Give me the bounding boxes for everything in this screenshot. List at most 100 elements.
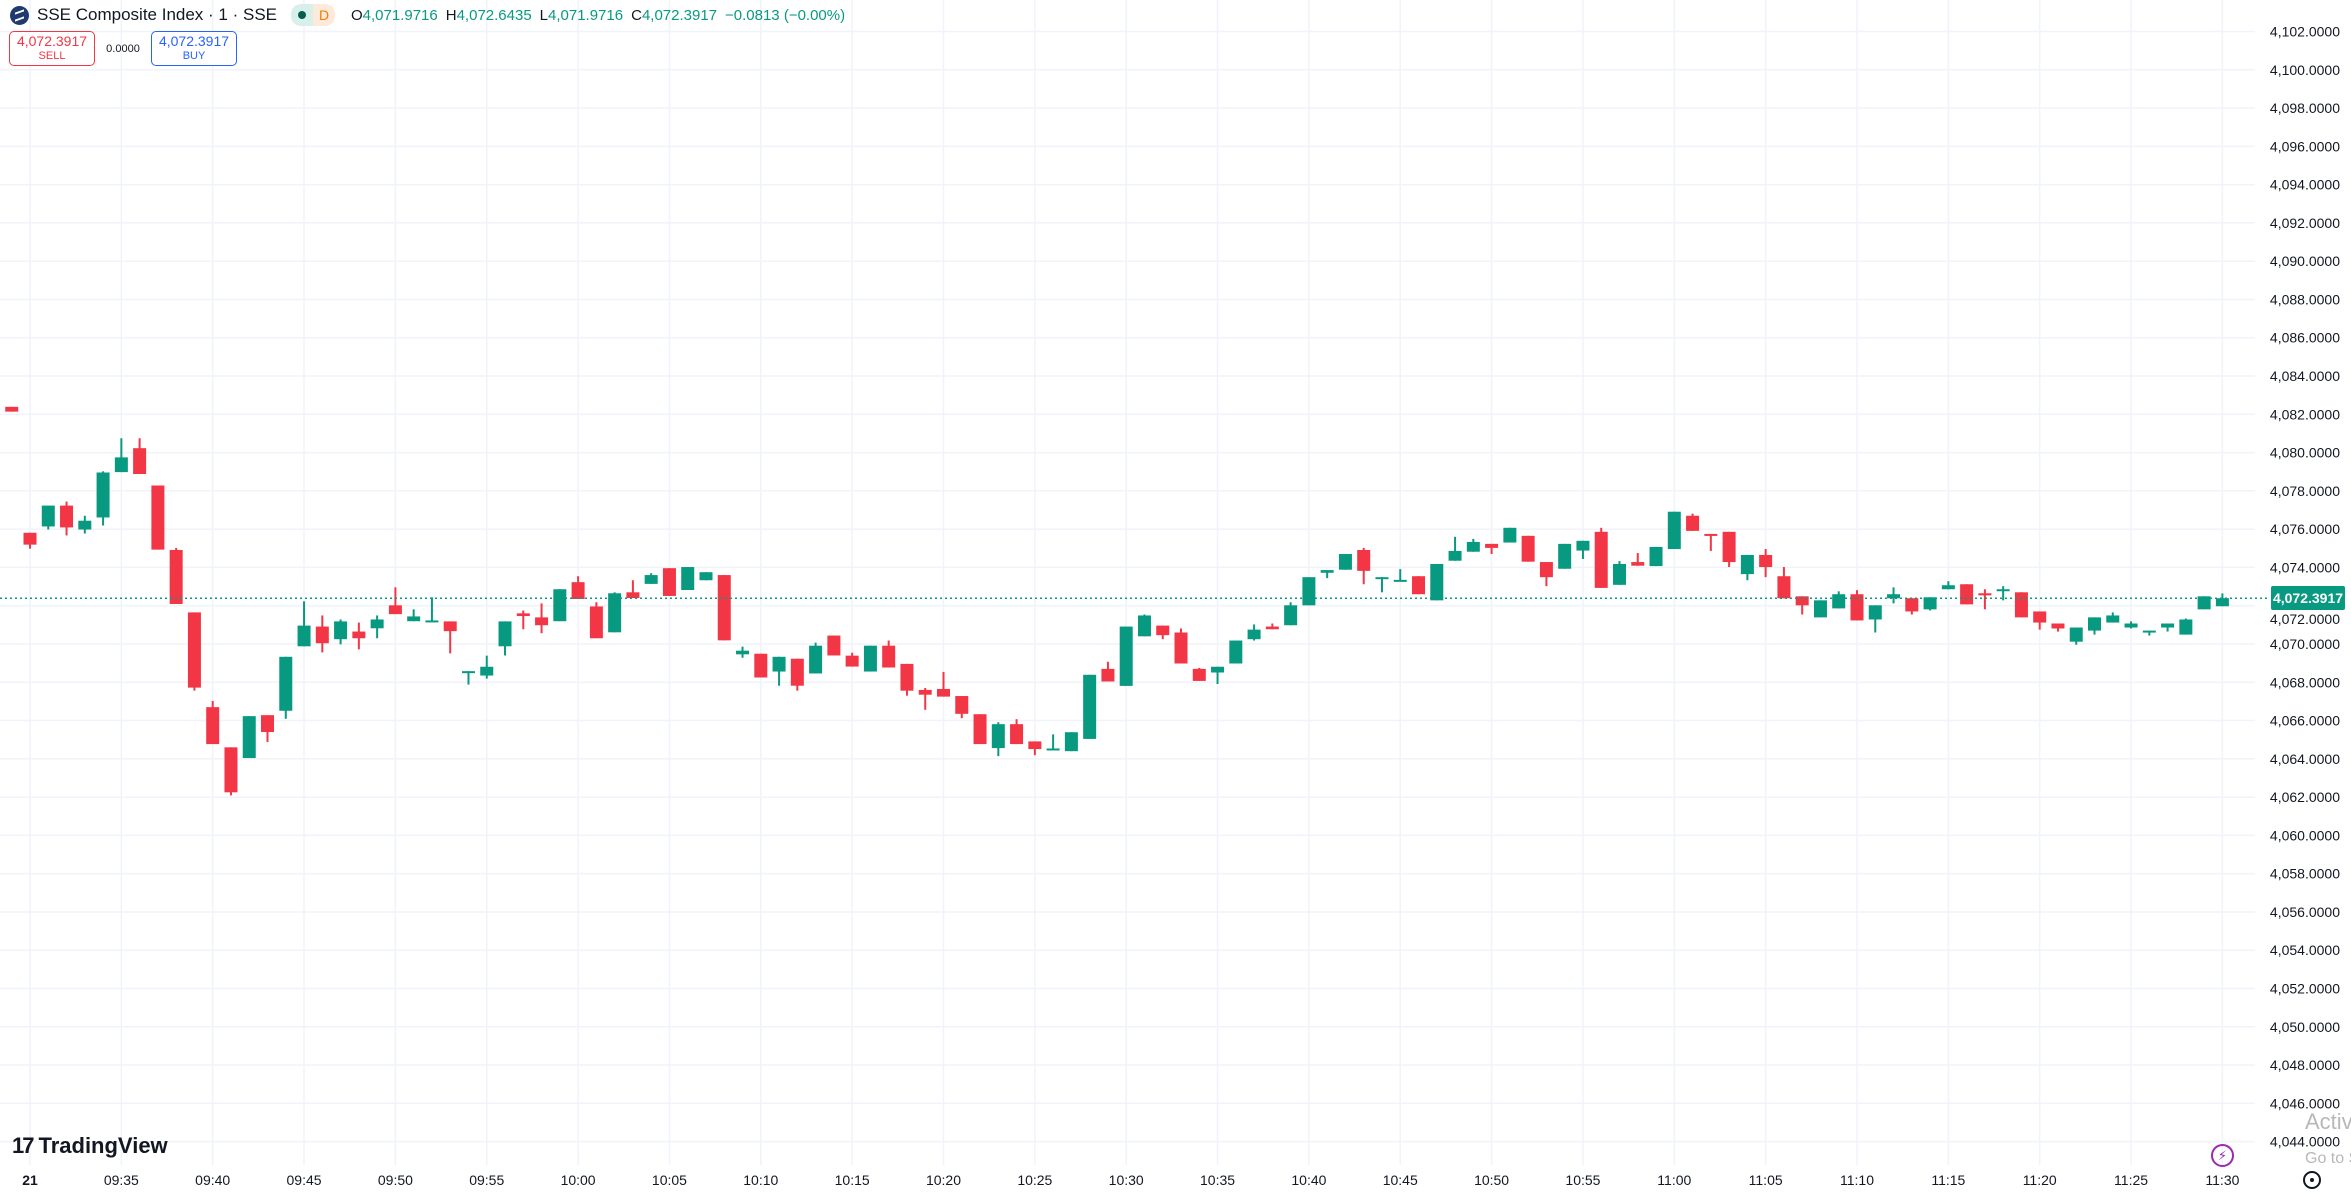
candle-body: [1083, 674, 1097, 739]
candle-body: [717, 575, 731, 641]
candle-body: [133, 448, 147, 475]
tradingview-logo[interactable]: 17 TradingView: [12, 1133, 168, 1159]
sell-label: SELL: [38, 49, 66, 62]
spread-value: 0.0000: [106, 42, 140, 55]
candle: [352, 622, 366, 650]
candle-body: [535, 617, 549, 626]
time-tick-label: 10:55: [1565, 1172, 1600, 1188]
candle: [2215, 593, 2229, 607]
candle-body: [1978, 593, 1992, 596]
candle: [1485, 543, 1499, 555]
candle: [114, 438, 128, 473]
trade-panel: 4,072.3917 SELL 0.0000 4,072.3917 BUY: [9, 31, 237, 66]
candle: [2197, 596, 2211, 610]
market-status-pill[interactable]: D: [291, 4, 335, 26]
candle-body: [900, 663, 914, 691]
price-axis[interactable]: 4,044.0000 4,046.0000 4,048.0000 4,050.0000…: [2270, 24, 2340, 1150]
candle: [96, 471, 110, 526]
candle: [918, 688, 932, 710]
candle-body: [754, 653, 768, 678]
price-tick-label: 4,094.0000: [2270, 177, 2340, 193]
candle-body: [1759, 554, 1773, 568]
candle: [1850, 590, 1864, 621]
candle-body: [882, 645, 896, 668]
buy-button[interactable]: 4,072.3917 BUY: [151, 31, 237, 66]
candle: [955, 696, 969, 719]
candle: [1357, 547, 1371, 585]
candle: [315, 615, 329, 653]
candle-body: [1156, 625, 1170, 636]
candle: [571, 576, 585, 600]
candle-body: [1302, 577, 1316, 606]
price-tick-label: 4,066.0000: [2270, 713, 2340, 729]
symbol-title[interactable]: SSE Composite Index · 1 · SSE: [37, 5, 277, 24]
candle-body: [169, 550, 183, 604]
candle: [1101, 661, 1115, 682]
candle-body: [1229, 640, 1243, 664]
candle-body: [1393, 579, 1407, 582]
time-tick-label: 09:35: [104, 1172, 139, 1188]
candle: [480, 655, 494, 679]
candle-body: [1813, 600, 1827, 618]
time-tick-label: 11:30: [2205, 1172, 2239, 1188]
candle: [1704, 533, 1718, 551]
candle: [608, 592, 622, 633]
candle: [882, 640, 896, 668]
settings-gear-icon[interactable]: [2303, 1171, 2321, 1189]
candle: [5, 406, 19, 412]
time-axis[interactable]: 21 09:35 09:40 09:45 09:50 09:55 10:00 10:05 10:…: [22, 1172, 2239, 1188]
candle-body: [1357, 550, 1371, 571]
candle: [644, 573, 658, 584]
price-tick-label: 4,100.0000: [2270, 62, 2340, 78]
candle: [151, 485, 165, 550]
candle: [1576, 540, 1590, 559]
lightning-icon[interactable]: ⚡︎: [2211, 1144, 2234, 1167]
sell-button[interactable]: 4,072.3917 SELL: [9, 31, 95, 66]
price-change: −0.0813 (−0.00%): [725, 6, 846, 24]
candle: [1941, 581, 1955, 590]
candle-body: [114, 457, 128, 473]
candle: [1412, 576, 1426, 595]
candle: [1083, 674, 1097, 739]
candle-body: [480, 666, 494, 676]
candle: [2124, 621, 2138, 629]
candle-body: [1521, 535, 1535, 562]
price-tick-label: 4,050.0000: [2270, 1019, 2340, 1035]
time-tick-label: 10:45: [1383, 1172, 1418, 1188]
candle-body: [297, 625, 311, 647]
price-tick-label: 4,090.0000: [2270, 253, 2340, 269]
candle: [1265, 623, 1279, 630]
candle-body: [425, 620, 439, 623]
candle-body: [1576, 540, 1590, 551]
price-tick-label: 4,076.0000: [2270, 521, 2340, 537]
candle-body: [973, 714, 987, 745]
candle: [589, 602, 603, 639]
candle-body: [1430, 563, 1444, 601]
candle-body: [1265, 626, 1279, 630]
price-tick-label: 4,064.0000: [2270, 751, 2340, 767]
price-tick-label: 4,058.0000: [2270, 866, 2340, 882]
candle: [1832, 591, 1846, 609]
ohlc-high: H4,072.6435: [445, 6, 532, 24]
candle-body: [1960, 584, 1974, 605]
candle-body: [1174, 632, 1188, 664]
candle: [224, 747, 238, 796]
chart-legend-header: SSE Composite Index · 1 · SSE D O4,071.9…: [10, 4, 845, 26]
candle-body: [1923, 597, 1937, 610]
candle-body: [1284, 605, 1298, 626]
candle-body: [1412, 576, 1426, 595]
candle-body: [2069, 627, 2083, 642]
candle-body: [1064, 732, 1078, 752]
time-tick-label: 10:20: [926, 1172, 961, 1188]
time-tick-label: 10:40: [1291, 1172, 1326, 1188]
candle: [1338, 554, 1352, 570]
market-status-dot-icon: [291, 4, 313, 26]
candle: [1320, 570, 1334, 579]
candle-body: [151, 485, 165, 550]
time-tick-label: 11:25: [2114, 1172, 2148, 1188]
candle: [388, 587, 402, 615]
ohlc-open: O4,071.9716: [351, 6, 438, 24]
candle-body: [772, 656, 786, 672]
candle: [845, 652, 859, 667]
